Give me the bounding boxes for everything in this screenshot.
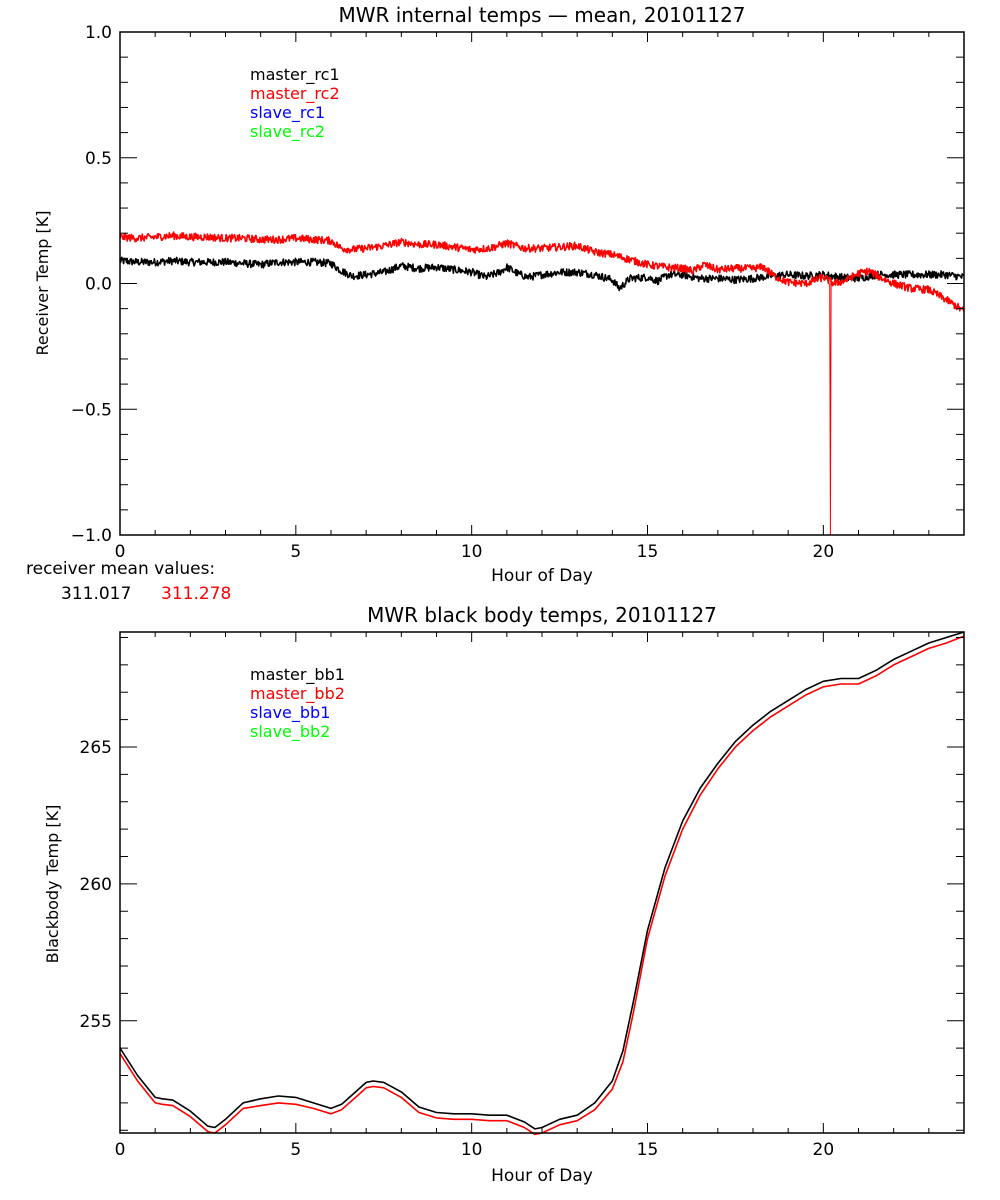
x-tick-label: 15 [637, 542, 659, 562]
legend-master-rc1: master_rc1 [250, 65, 340, 85]
legend-master-rc2: master_rc2 [250, 84, 340, 104]
series-master-bb1 [119, 631, 965, 1130]
receiver-mean-value-2: 311.278 [161, 584, 231, 604]
series-master-rc2-spike [829, 283, 832, 536]
y-tick-label: 0.5 [85, 149, 112, 169]
receiver-mean-value-1: 311.017 [61, 584, 131, 604]
x-tick-label: 15 [637, 1140, 659, 1160]
y-tick-label: −1.0 [71, 526, 112, 546]
x-tick-label: 10 [461, 1140, 483, 1160]
y-tick-label: 255 [80, 1012, 112, 1032]
bottom-legend: master_bb1 master_bb2 slave_bb1 slave_bb… [250, 665, 345, 742]
receiver-temps-chart: MWR internal temps — mean, 20101127 0 5 10… [26, 3, 965, 604]
legend-slave-rc2: slave_rc2 [250, 122, 325, 142]
legend-master-bb1: master_bb1 [250, 665, 345, 685]
x-tick-label: 5 [290, 542, 301, 562]
top-y-axis-label: Receiver Temp [K] [33, 210, 52, 355]
top-axis-ticks: 0 5 10 15 20 1.0 0.5 0.0 −0.5 −1.0 [71, 23, 965, 562]
top-x-axis-label: Hour of Day [491, 566, 593, 586]
bottom-axis-ticks: 0 5 10 15 20 255 260 265 [80, 632, 965, 1160]
top-series-group [119, 231, 965, 536]
x-tick-label: 20 [813, 542, 835, 562]
top-legend: master_rc1 master_rc2 slave_rc1 slave_rc… [250, 65, 340, 142]
legend-master-bb2: master_bb2 [250, 684, 345, 704]
bottom-series-group [119, 631, 965, 1136]
y-tick-label: 0.0 [85, 275, 112, 295]
legend-slave-bb1: slave_bb1 [250, 703, 330, 723]
y-tick-label: 1.0 [85, 23, 112, 43]
x-tick-label: 0 [115, 1140, 126, 1160]
bottom-y-axis-label: Blackbody Temp [K] [43, 805, 62, 964]
series-master-rc2 [119, 231, 965, 312]
bottom-plot-frame [119, 631, 965, 1134]
x-tick-label: 0 [115, 542, 126, 562]
series-master-bb2 [119, 635, 965, 1136]
receiver-mean-label: receiver mean values: [26, 559, 215, 579]
x-tick-label: 10 [461, 542, 483, 562]
x-tick-label: 5 [290, 1140, 301, 1160]
top-chart-title: MWR internal temps — mean, 20101127 [338, 3, 745, 27]
series-master-rc1 [119, 256, 965, 292]
bottom-x-axis-label: Hour of Day [491, 1166, 593, 1186]
legend-slave-rc1: slave_rc1 [250, 103, 325, 123]
y-tick-label: 260 [80, 875, 112, 895]
y-tick-label: −0.5 [71, 400, 112, 420]
bottom-chart-title: MWR black body temps, 20101127 [367, 603, 717, 627]
legend-slave-bb2: slave_bb2 [250, 722, 330, 742]
x-tick-label: 20 [813, 1140, 835, 1160]
blackbody-temps-chart: MWR black body temps, 20101127 0 5 10 15 20 2… [43, 603, 965, 1186]
y-tick-label: 265 [80, 738, 112, 758]
